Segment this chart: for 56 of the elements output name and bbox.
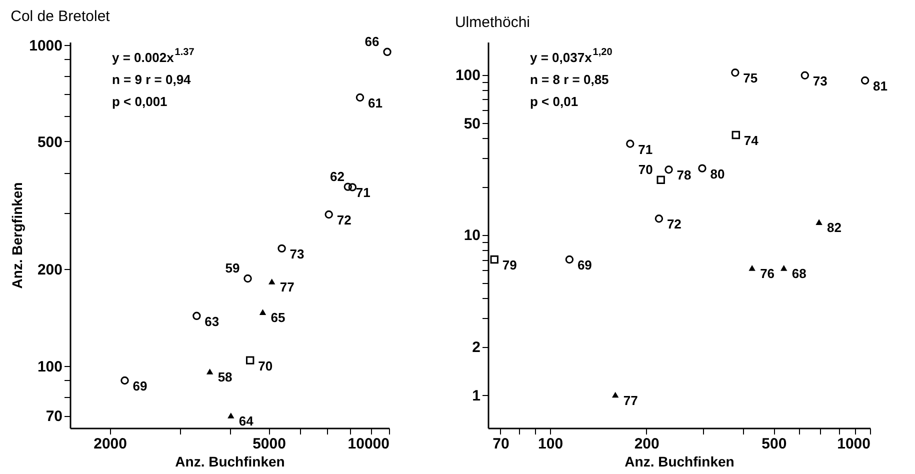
annotation: 69: [132, 378, 148, 394]
chart-title: Col de Bretolet: [10, 8, 111, 25]
annotation: 72: [666, 216, 682, 232]
annotation: 77: [623, 392, 638, 408]
annotation: 82: [827, 220, 842, 236]
y-tick-label: 2: [472, 339, 480, 356]
y-tick-label: 1000: [29, 37, 62, 54]
annotation: 63: [204, 314, 220, 329]
annotation: 74: [744, 132, 760, 148]
annotation: 70: [258, 358, 273, 374]
y-axis-title: Anz. Bergfinken: [9, 182, 26, 289]
y-tick-label: 70: [46, 408, 62, 426]
x-tick-label: 100: [538, 436, 564, 452]
x-axis-title: Anz. Buchfinken: [624, 454, 734, 470]
y-tick-label: 1: [472, 387, 480, 404]
annotation: 78: [676, 168, 692, 183]
annotation: 64: [238, 414, 254, 429]
annotation: 59: [225, 260, 240, 276]
y-tick-label: 100: [37, 358, 62, 376]
annotation: 62: [330, 169, 344, 184]
annotation: 81: [873, 78, 888, 94]
annotation: 77: [280, 280, 294, 295]
annotation: n = 9 r = 0,94: [112, 72, 192, 87]
annotation: 79: [502, 258, 517, 273]
x-tick-label: 10000: [348, 436, 390, 452]
annotation: 58: [218, 369, 232, 384]
y-tick-label: 10: [464, 227, 480, 244]
annotation: 71: [356, 184, 370, 200]
annotation: 66: [364, 34, 380, 49]
y-tick-label: 200: [37, 262, 62, 279]
annotation: p < 0,001: [112, 94, 168, 109]
annotation: 61: [368, 96, 382, 111]
annotation: 68: [792, 266, 806, 281]
annotation: 80: [710, 166, 725, 182]
x-tick-label: 200: [634, 436, 660, 452]
annotation: 73: [812, 73, 828, 88]
annotation: 75: [743, 70, 758, 86]
x-tick-label: 70: [492, 436, 510, 452]
annotation: 72: [336, 212, 352, 228]
annotation: n = 8 r = 0,85: [530, 72, 609, 87]
chart-title: Ulmethöchi: [454, 14, 530, 31]
x-axis-title: Anz. Buchfinken: [175, 454, 285, 470]
y-tick-label: 500: [37, 134, 62, 151]
x-tick-label: 1000: [837, 436, 870, 452]
annotation: 73: [290, 246, 304, 262]
annotation: 65: [270, 310, 286, 326]
annotation: 69: [577, 258, 592, 273]
x-tick-label: 5000: [252, 436, 286, 452]
y-tick-label: 50: [464, 115, 480, 132]
annotation: 70: [638, 162, 653, 177]
annotation: 76: [760, 266, 775, 281]
y-tick-label: 100: [455, 67, 480, 84]
annotation: 71: [638, 142, 653, 157]
x-tick-label: 500: [762, 436, 787, 452]
x-tick-label: 2000: [94, 436, 127, 452]
annotation: p < 0,01: [530, 94, 578, 109]
